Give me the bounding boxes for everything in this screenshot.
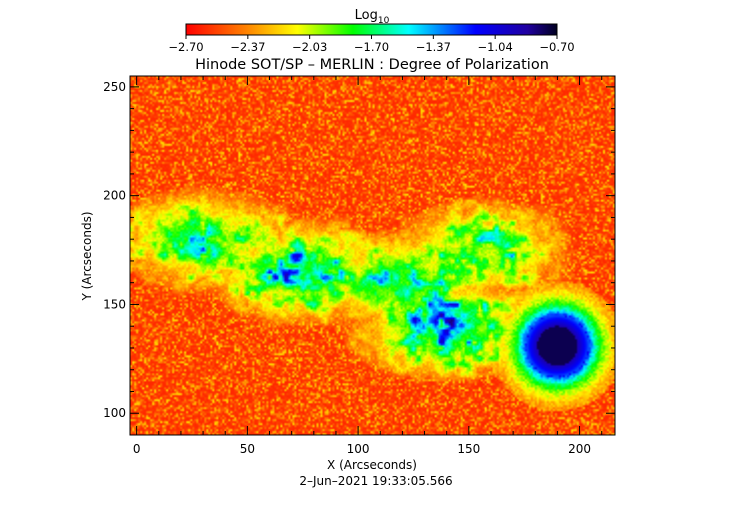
plot-area <box>129 75 616 436</box>
colorbar-title: Log10 <box>355 8 390 26</box>
y-tick-label: 250 <box>103 80 126 94</box>
x-tick-label: 0 <box>133 442 141 456</box>
x-tick-label: 150 <box>457 442 480 456</box>
colorbar <box>185 23 558 36</box>
x-tick-label: 100 <box>347 442 370 456</box>
y-tick-label: 200 <box>103 189 126 203</box>
colorbar-tick-label: −2.70 <box>168 40 203 54</box>
colorbar-tick-label: −1.37 <box>416 40 451 54</box>
colorbar-tick-label: −1.04 <box>478 40 513 54</box>
timestamp: 2–Jun–2021 19:33:05.566 <box>299 474 452 488</box>
colorbar-tick-label: −0.70 <box>539 40 574 54</box>
y-tick-label: 100 <box>103 406 126 420</box>
x-tick-label: 50 <box>240 442 255 456</box>
x-tick-label: 200 <box>568 442 591 456</box>
y-axis-label: Y (Arcseconds) <box>80 211 94 301</box>
chart-title: Hinode SOT/SP – MERLIN : Degree of Polar… <box>195 57 549 73</box>
colorbar-ticks: −2.70 −2.37 −2.03 −1.70 −1.37 −1.04 −0.70 <box>168 35 575 54</box>
x-axis: 0 50 100 150 200 <box>133 76 603 456</box>
colorbar-tick-label: −2.37 <box>230 40 265 54</box>
colorbar-tick-label: −1.70 <box>354 40 389 54</box>
colorbar-tick-label: −2.03 <box>292 40 327 54</box>
y-axis: 100 150 200 250 <box>103 80 615 420</box>
x-axis-label: X (Arcseconds) <box>327 458 417 472</box>
plot-frame <box>129 75 616 436</box>
y-tick-label: 150 <box>103 297 126 311</box>
polarization-heatmap <box>130 76 615 435</box>
